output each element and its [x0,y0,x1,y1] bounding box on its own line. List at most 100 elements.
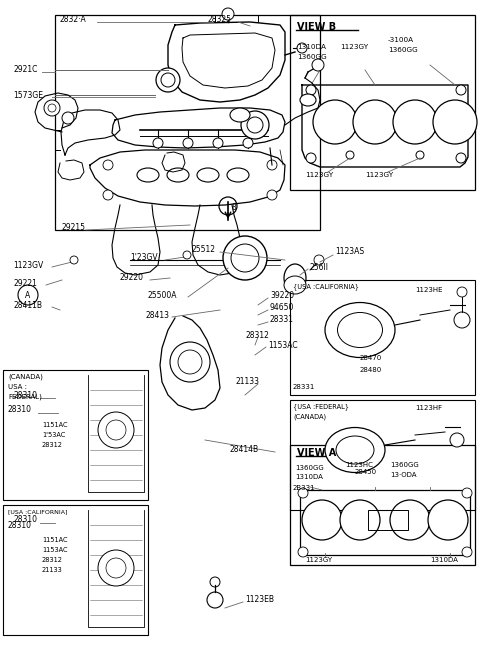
Circle shape [161,73,175,87]
Circle shape [298,488,308,498]
Text: 1153AC: 1153AC [268,340,298,350]
Text: 28325: 28325 [207,16,231,24]
Circle shape [243,138,253,148]
Circle shape [223,236,267,280]
Text: 1310DA: 1310DA [297,44,326,50]
Text: 29221: 29221 [13,279,37,288]
Text: 21133: 21133 [42,567,63,573]
Circle shape [297,43,307,53]
Ellipse shape [167,168,189,182]
Text: 1360GG: 1360GG [390,462,419,468]
Text: 1'53AC: 1'53AC [42,432,65,438]
Text: USA :: USA : [8,384,27,390]
Text: 29215: 29215 [62,223,86,233]
Circle shape [457,287,467,297]
Text: 1123EB: 1123EB [245,595,274,604]
Text: 2B331: 2B331 [293,485,316,491]
Text: 1153AC: 1153AC [42,547,68,553]
Text: 1123HC: 1123HC [345,462,373,468]
Text: 256II: 256II [310,263,329,271]
Circle shape [433,100,477,144]
Text: 28312: 28312 [42,557,63,563]
Circle shape [454,312,470,328]
Text: 28331: 28331 [270,315,294,325]
Bar [290,445,475,565]
Ellipse shape [300,94,316,106]
Text: 28413: 28413 [145,311,169,319]
Bar [55,15,320,230]
Circle shape [62,112,74,124]
Text: 21133: 21133 [235,378,259,386]
Circle shape [231,244,259,272]
Text: 28310: 28310 [13,390,37,399]
Circle shape [462,488,472,498]
Circle shape [312,59,324,71]
Text: 39220: 39220 [270,290,294,300]
Text: 29220: 29220 [120,273,144,283]
Text: 28414B: 28414B [230,445,259,455]
Text: 28310: 28310 [8,405,32,415]
Circle shape [267,190,277,200]
Text: 1'23GV: 1'23GV [130,254,157,263]
Circle shape [267,160,277,170]
Bar [3,370,148,500]
Circle shape [428,500,468,540]
Text: 28312: 28312 [245,330,269,340]
Text: 1360GG: 1360GG [295,465,324,471]
Circle shape [98,550,134,586]
Circle shape [213,138,223,148]
Circle shape [393,100,437,144]
Text: 28312: 28312 [42,442,63,448]
Text: VIEW B: VIEW B [297,22,336,32]
Ellipse shape [227,168,249,182]
Text: 25512: 25512 [192,246,216,254]
Circle shape [353,100,397,144]
Text: FEDERAL): FEDERAL) [8,394,42,400]
Circle shape [103,190,113,200]
Text: A: A [25,290,31,300]
Circle shape [103,160,113,170]
Ellipse shape [284,264,306,292]
Text: 1310DA: 1310DA [430,557,458,563]
Circle shape [241,111,269,139]
Text: {USA :FEDERAL}: {USA :FEDERAL} [293,403,349,411]
Ellipse shape [137,168,159,182]
Bar [290,400,475,510]
Circle shape [183,138,193,148]
Circle shape [456,85,466,95]
Text: 2921C: 2921C [13,66,37,74]
Circle shape [70,256,78,264]
Text: 25500A: 25500A [148,290,178,300]
Circle shape [302,500,342,540]
Circle shape [306,85,316,95]
Text: 13·ODA: 13·ODA [390,472,417,478]
Ellipse shape [337,313,383,348]
Circle shape [44,100,60,116]
Text: 2832·A: 2832·A [60,16,87,24]
Circle shape [416,151,424,159]
Ellipse shape [197,168,219,182]
Circle shape [314,255,324,265]
Ellipse shape [325,302,395,357]
Text: 28450: 28450 [355,469,377,475]
Circle shape [222,8,234,20]
Circle shape [170,342,210,382]
Ellipse shape [284,276,306,294]
Text: 1151AC: 1151AC [42,422,68,428]
Text: 8: 8 [232,202,237,212]
Text: 1123GY: 1123GY [305,172,333,178]
Text: 1151AC: 1151AC [42,537,68,543]
Text: 28480: 28480 [360,367,382,373]
Text: 1123GV: 1123GV [13,260,43,269]
Bar [3,505,148,635]
Bar [368,510,408,530]
Text: 28411B: 28411B [13,300,42,309]
Text: 1123HF: 1123HF [415,405,442,411]
Text: {USA :CALIFORNIA}: {USA :CALIFORNIA} [293,284,359,290]
Circle shape [98,412,134,448]
Circle shape [106,420,126,440]
Text: -3100A: -3100A [388,37,414,43]
Ellipse shape [325,428,385,472]
Text: 28331: 28331 [293,384,315,390]
Text: VIEW A: VIEW A [297,448,336,458]
